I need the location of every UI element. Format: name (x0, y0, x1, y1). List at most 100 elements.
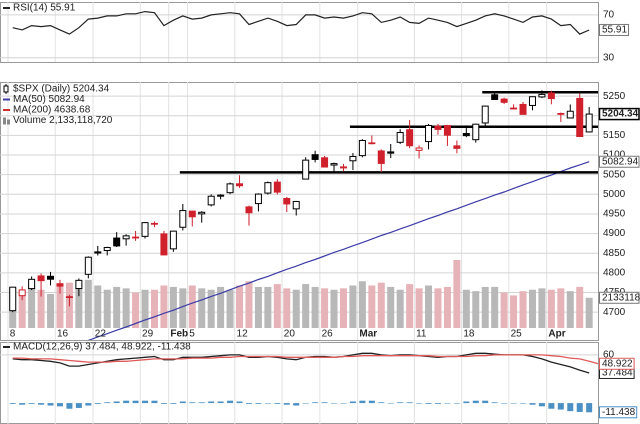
candle-body (330, 163, 338, 166)
candle-body (491, 94, 499, 100)
histogram-bar (227, 400, 234, 404)
value-label-box (598, 107, 640, 121)
volume-bar (500, 292, 508, 328)
candle-body (132, 236, 140, 239)
candle-body (75, 279, 83, 290)
value-label: -11.438 (602, 407, 636, 418)
x-tick-label: 29 (142, 329, 154, 340)
volume-bar (132, 292, 140, 328)
y-tick-label: 4850 (603, 248, 626, 259)
candle-body (141, 222, 149, 237)
histogram-bar (510, 403, 517, 404)
candle-body (406, 129, 414, 147)
volume-bar (406, 284, 414, 328)
candle-body (188, 210, 196, 218)
candle-body (528, 96, 536, 106)
candle-body (425, 124, 433, 143)
value-label: 2133118 (602, 292, 640, 303)
x-tick-label: Feb (170, 329, 188, 340)
histogram-bar (56, 403, 63, 407)
histogram-bar (321, 402, 328, 404)
series-line (87, 161, 590, 340)
x-tick-label: 8 (10, 329, 16, 340)
candle-body (443, 125, 451, 136)
volume-bar (349, 285, 357, 328)
histogram-bar (170, 403, 177, 404)
legend-label: MA(200) 4638.68 (13, 105, 91, 116)
volume-bar (472, 291, 480, 328)
candle-body (236, 183, 244, 187)
histogram-bar (501, 403, 508, 404)
candle-body (169, 230, 177, 250)
value-label-box (599, 155, 640, 168)
volume-bar (339, 288, 347, 328)
candle-body (510, 107, 518, 110)
volume-bar (94, 285, 102, 328)
x-tick-label: 12 (237, 329, 249, 340)
volume-bar (519, 291, 527, 328)
candle-body (566, 110, 574, 119)
series-line (12, 354, 598, 365)
candle-body (113, 237, 121, 247)
value-label: 5204.34 (602, 109, 639, 120)
price-plot (0, 82, 598, 340)
candle-body (358, 139, 366, 157)
candle-body (472, 123, 480, 141)
volume-bar (311, 286, 319, 328)
volume-bar (226, 289, 234, 328)
volume-bar (160, 285, 168, 328)
histogram-bar (123, 400, 130, 404)
y-tick-label: 70 (603, 9, 615, 20)
volume-bar (141, 289, 149, 328)
volume-bar (321, 288, 329, 328)
histogram-bar (160, 403, 167, 404)
candle-body (538, 93, 546, 98)
candle-body (254, 193, 262, 205)
volume-bar (292, 289, 300, 328)
histogram-bar (387, 403, 394, 404)
x-tick-label: 22 (95, 329, 107, 340)
volume-bar (264, 286, 272, 328)
volume-bar (37, 289, 45, 328)
candle-body (377, 150, 385, 164)
volume-bar (254, 286, 262, 328)
histogram-bar (179, 401, 186, 404)
candle-body (150, 222, 158, 225)
y-tick-label: 5050 (603, 169, 626, 180)
y-tick-label: 60 (603, 350, 615, 361)
candle-body (415, 147, 423, 151)
histogram-bar (113, 401, 120, 404)
x-tick-label: 18 (463, 329, 475, 340)
candle-body (321, 157, 329, 168)
y-tick-label: 4950 (603, 209, 626, 220)
histogram-bar (425, 403, 432, 404)
x-tick-label: 16 (57, 329, 69, 340)
volume-bar (188, 285, 196, 328)
volume-bar (198, 288, 206, 328)
y-tick-label: 4800 (603, 267, 626, 278)
histogram-bar (293, 403, 300, 406)
y-tick-label: 30 (603, 52, 615, 63)
series-line (12, 352, 590, 374)
candle-body (28, 278, 36, 290)
y-tick-label: 4700 (603, 307, 626, 318)
histogram-bar (378, 402, 385, 404)
histogram-bar (434, 403, 441, 404)
candle-body (368, 142, 376, 145)
value-label: 55.91 (602, 25, 627, 36)
histogram-bar (47, 403, 54, 406)
histogram-bar (586, 403, 593, 413)
volume-bar (302, 284, 310, 328)
volume-bar (443, 286, 451, 328)
candle-body (179, 210, 187, 228)
volume-bar (434, 288, 442, 328)
volume-bar (169, 286, 177, 328)
candle-body (18, 289, 26, 297)
volume-bar (368, 285, 376, 328)
candle-body (84, 256, 92, 275)
candle-body (349, 155, 357, 162)
labels: 7030525052005150510050505000495049004850… (3, 3, 640, 419)
histogram-bar (104, 402, 111, 404)
histogram-bar (245, 403, 252, 404)
